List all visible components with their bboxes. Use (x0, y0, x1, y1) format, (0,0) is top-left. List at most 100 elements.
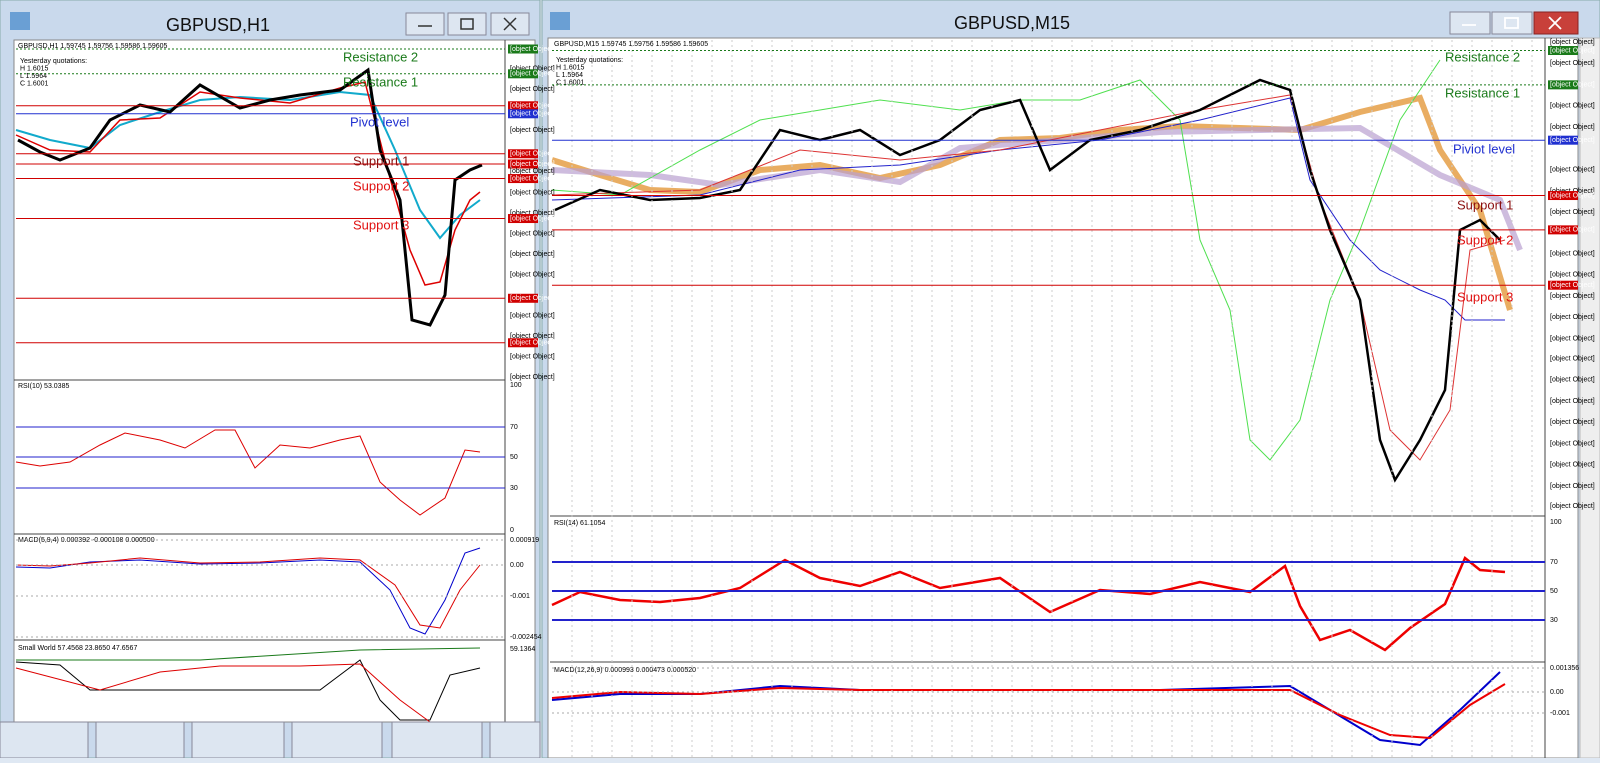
price-box (508, 109, 538, 119)
level-label: Support 3 (353, 217, 409, 232)
rsi-axis-label: 30 (510, 485, 518, 492)
rsi-axis-label: 50 (510, 454, 518, 461)
quote: Yesterday quotations: (20, 58, 87, 65)
price-label: [object Object] (510, 168, 555, 175)
price-label: [object Object] (1550, 335, 1595, 342)
price-box (508, 159, 538, 169)
chart-header: GBPUSD,M15 1.59745 1.59756 1.59586 1.596… (554, 41, 708, 48)
price-label: [object Object] (510, 210, 555, 217)
price-label: [object Object] (510, 71, 555, 78)
rsi-axis-label: 30 (1550, 617, 1558, 624)
price-box (508, 214, 538, 224)
macd-axis-label: 0.00 (510, 562, 524, 569)
window-title: GBPUSD,H1 (166, 15, 270, 35)
price-label: [object Object] (1550, 398, 1595, 405)
price-box (508, 338, 538, 348)
left-chart-area (13, 39, 536, 723)
price-label: [object Object] (1550, 282, 1595, 289)
rsi-axis-label: 100 (510, 382, 522, 389)
price-label: [object Object] (510, 189, 555, 196)
level-label: Support 1 (1457, 197, 1513, 212)
price-label: [object Object] (1550, 419, 1595, 426)
indicator-header: RSI(10) 53.0385 (18, 383, 69, 390)
indicator-header: MACD(12,26,9) 0.000993 0.000473 0.000520 (554, 667, 696, 674)
price-label: [object Object] (510, 271, 555, 278)
price-label: [object Object] (1550, 60, 1595, 67)
price-label: [object Object] (1550, 314, 1595, 321)
quote: C 1.6001 (20, 80, 49, 87)
price-label: [object Object] (510, 103, 555, 110)
level-label: Support 2 (353, 178, 409, 193)
price-box (1548, 280, 1578, 290)
price-label: [object Object] (1550, 355, 1595, 362)
price-box (508, 69, 538, 79)
sw-axis-label: 59.1364 (510, 646, 535, 653)
price-label: [object Object] (1550, 377, 1595, 384)
price-label: [object Object] (1550, 192, 1595, 199)
price-label: [object Object] (510, 111, 555, 118)
price-label: [object Object] (1550, 462, 1595, 469)
price-box (508, 149, 538, 159)
price-label: [object Object] (510, 353, 555, 360)
quote: L 1.5964 (556, 72, 583, 79)
price-box (1548, 80, 1578, 90)
left-price-paths (15, 67, 483, 723)
level-label: Resistance 1 (1445, 85, 1520, 100)
macd-axis-label: 0.00 (1550, 689, 1564, 696)
price-label: [object Object] (510, 65, 555, 72)
price-label: [object Object] (510, 230, 555, 237)
level-label: Resistance 2 (1445, 49, 1520, 64)
quote: H 1.6015 (556, 64, 585, 71)
price-label: [object Object] (1550, 227, 1595, 234)
level-label: Support 2 (1457, 232, 1513, 247)
price-box (508, 44, 538, 54)
price-box (1548, 225, 1578, 235)
price-label: [object Object] (510, 295, 555, 302)
price-label: [object Object] (510, 151, 555, 158)
quote: C 1.6001 (556, 79, 585, 86)
indicator-header: Small World 57.4568 23.8650 47.6567 (18, 645, 137, 652)
window-icon (550, 12, 570, 30)
price-label: [object Object] (510, 175, 555, 182)
indicator-header: RSI(14) 61.1054 (554, 520, 605, 527)
window-title: GBPUSD,M15 (954, 13, 1070, 33)
price-box (1548, 46, 1578, 56)
price-label: [object Object] (1550, 39, 1595, 46)
price-label: [object Object] (1550, 483, 1595, 490)
price-label: [object Object] (510, 312, 555, 319)
price-label: [object Object] (510, 374, 555, 381)
price-label: [object Object] (1550, 209, 1595, 216)
price-label: [object Object] (510, 127, 555, 134)
price-label: [object Object] (1550, 167, 1595, 174)
price-box (508, 174, 538, 184)
rsi-axis-label: 0 (510, 527, 514, 534)
price-label: [object Object] (1550, 137, 1595, 144)
level-label: Support 1 (353, 153, 409, 168)
price-label: [object Object] (1550, 440, 1595, 447)
price-label: [object Object] (510, 86, 555, 93)
quote: Yesterday quotations: (556, 57, 623, 64)
content: GBPUSD,H1 1.59745 1.59756 1.59586 1.5960… (16, 39, 1595, 758)
price-label: [object Object] (1550, 503, 1595, 510)
taskbar[interactable] (0, 721, 541, 759)
macd-axis-label: 0.000919 (510, 537, 539, 544)
window-buttons[interactable] (405, 12, 530, 36)
price-label: [object Object] (510, 340, 555, 347)
window-buttons[interactable] (1449, 11, 1579, 35)
price-label: [object Object] (1550, 82, 1595, 89)
level-label: Support 3 (1457, 289, 1513, 304)
macd-axis-label: 0.001356 (1550, 665, 1579, 672)
price-label: [object Object] (510, 333, 555, 340)
window-icon (10, 12, 30, 30)
right-separators (550, 38, 1546, 758)
level-label: Resistance 2 (343, 49, 418, 64)
level-label: Pivot level (350, 114, 409, 129)
price-label: [object Object] (1550, 272, 1595, 279)
price-box (1548, 191, 1578, 201)
level-label: Piviot level (1453, 141, 1515, 156)
chart-header: GBPUSD,H1 1.59745 1.59756 1.59586 1.5960… (18, 43, 168, 50)
rsi-axis-label: 70 (510, 424, 518, 431)
right-chart-area (547, 37, 1579, 759)
price-label: [object Object] (1550, 103, 1595, 110)
